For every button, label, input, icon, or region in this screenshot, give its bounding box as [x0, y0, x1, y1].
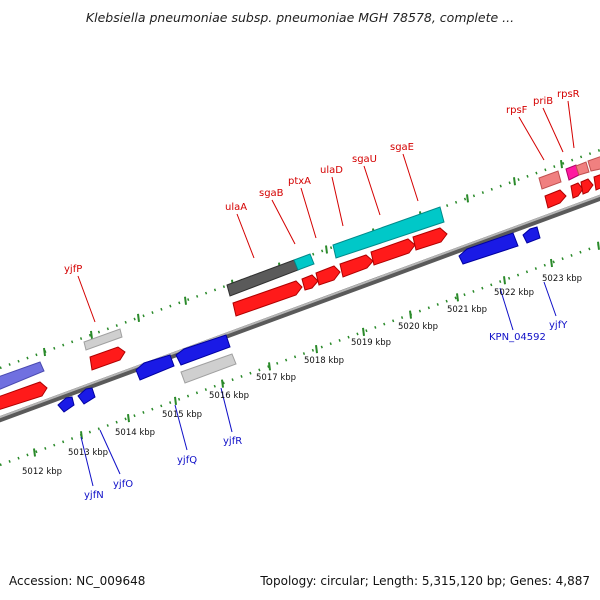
gene-label-ptxA[interactable]: ptxA	[288, 176, 311, 187]
scale-label: 5020 kbp	[398, 322, 438, 332]
scale-label: 5014 kbp	[115, 428, 155, 438]
cds-reverse-2[interactable]	[77, 387, 96, 405]
scale-label: 5012 kbp	[22, 467, 62, 477]
gene-label-KPN_04592[interactable]: KPN_04592	[489, 332, 546, 343]
outer-tick	[466, 194, 469, 203]
gene-label-ulaA[interactable]: ulaA	[225, 202, 247, 213]
inner-tick	[597, 241, 600, 250]
cds-reverse-yjfR[interactable]	[175, 334, 231, 366]
scale-label: 5016 kbp	[209, 391, 249, 401]
outer-tick	[513, 177, 516, 186]
bottom-gene-labels: yjfN yjfO yjfQ yjfR KPN_04592 yjfY	[84, 320, 568, 501]
cds-forward-rpsR[interactable]	[580, 178, 594, 195]
cds-forward-ulaD[interactable]	[339, 254, 374, 278]
scale-label: 5017 kbp	[256, 373, 296, 383]
top-gene-labels: yjfP ulaA sgaB ptxA ulaD sgaU sgaE rpsF …	[64, 89, 580, 275]
scale-tick-labels: 5012 kbp 5013 kbp 5014 kbp 5015 kbp 5016…	[22, 274, 582, 477]
inner-tick	[315, 345, 318, 354]
gene-label-rpsF[interactable]: rpsF	[506, 105, 528, 116]
gene-label-yjfQ[interactable]: yjfQ	[177, 455, 197, 466]
cds-forward-ptxA[interactable]	[315, 265, 341, 286]
gene-feature-yjfR-grey[interactable]	[180, 353, 237, 384]
inner-tick	[80, 431, 83, 440]
cds-forward-yjfP[interactable]	[89, 346, 126, 371]
inner-tick	[409, 310, 412, 319]
scale-label: 5021 kbp	[447, 305, 487, 315]
cds-forward-priB[interactable]	[570, 182, 584, 199]
gene-feature-left-purple[interactable]	[0, 361, 45, 390]
gene-feature-right-edge[interactable]	[587, 155, 600, 172]
outer-tick	[90, 330, 93, 340]
inner-tick	[33, 448, 36, 457]
cds-forward-ulaA[interactable]	[232, 280, 303, 317]
scale-label: 5015 kbp	[162, 410, 202, 420]
cds-forward-sgaU[interactable]	[370, 238, 416, 266]
outer-tick	[560, 160, 563, 169]
outer-tick	[325, 245, 328, 254]
gene-label-yjfO[interactable]: yjfO	[113, 479, 133, 490]
gene-label-sgaB[interactable]: sgaB	[259, 188, 284, 199]
inner-tick	[268, 362, 271, 371]
bottom-label-leaders	[80, 281, 557, 487]
accession-text: Accession: NC_009648	[9, 574, 146, 588]
cds-reverse-KPN_04592[interactable]	[458, 232, 519, 265]
gene-feature-rpsR[interactable]	[575, 161, 590, 176]
inner-tick	[456, 293, 459, 302]
cds-forward-right-edge[interactable]	[593, 173, 600, 191]
genome-backbone	[0, 194, 600, 423]
gene-label-yjfY[interactable]: yjfY	[549, 320, 568, 331]
inner-tick	[550, 258, 553, 268]
inner-tick	[362, 327, 365, 337]
gene-feature-sgaB[interactable]	[293, 253, 315, 271]
gene-feature-ulaD-sgaU-sgaE[interactable]	[332, 206, 445, 259]
cds-reverse-yjfQ[interactable]	[135, 354, 175, 381]
gene-feature-yjfP[interactable]	[83, 328, 123, 351]
inner-tick	[221, 379, 224, 388]
gene-label-yjfR[interactable]: yjfR	[223, 436, 242, 447]
gene-label-yjfN[interactable]: yjfN	[84, 490, 104, 501]
top-label-leaders	[77, 100, 575, 323]
cds-reverse-yjfY[interactable]	[522, 226, 541, 244]
scale-label: 5022 kbp	[494, 288, 534, 298]
forward-strand-features	[0, 155, 600, 410]
outer-tick	[43, 347, 46, 357]
cds-forward-sgaE[interactable]	[412, 227, 448, 251]
scale-label: 5018 kbp	[304, 356, 344, 366]
inner-tick	[127, 413, 130, 423]
cds-forward-sgaB[interactable]	[301, 274, 319, 291]
gene-label-yjfP[interactable]: yjfP	[64, 264, 82, 275]
scale-label: 5023 kbp	[542, 274, 582, 284]
inner-tick	[174, 396, 177, 405]
inner-tick	[503, 276, 506, 285]
scale-label: 5013 kbp	[68, 448, 108, 458]
inner-dotted-ring	[0, 243, 600, 467]
gene-label-sgaE[interactable]: sgaE	[390, 142, 414, 153]
outer-tick	[184, 296, 187, 305]
gene-feature-rpsF[interactable]	[538, 170, 562, 190]
scale-label: 5019 kbp	[351, 338, 391, 348]
gene-label-ulaD[interactable]: ulaD	[320, 165, 343, 176]
gene-label-sgaU[interactable]: sgaU	[352, 154, 377, 165]
cds-forward-left[interactable]	[0, 381, 48, 410]
cds-forward-rpsF[interactable]	[544, 189, 567, 209]
topology-summary: Topology: circular; Length: 5,315,120 bp…	[260, 574, 590, 588]
gene-label-priB[interactable]: priB	[533, 96, 553, 107]
map-title: Klebsiella pneumoniae subsp. pneumoniae …	[85, 10, 515, 25]
gene-label-rpsR[interactable]: rpsR	[557, 89, 580, 100]
outer-tick	[137, 313, 140, 322]
reverse-strand-features	[57, 226, 541, 413]
cds-reverse-1[interactable]	[57, 396, 75, 413]
inner-ring-ticks	[33, 241, 600, 457]
